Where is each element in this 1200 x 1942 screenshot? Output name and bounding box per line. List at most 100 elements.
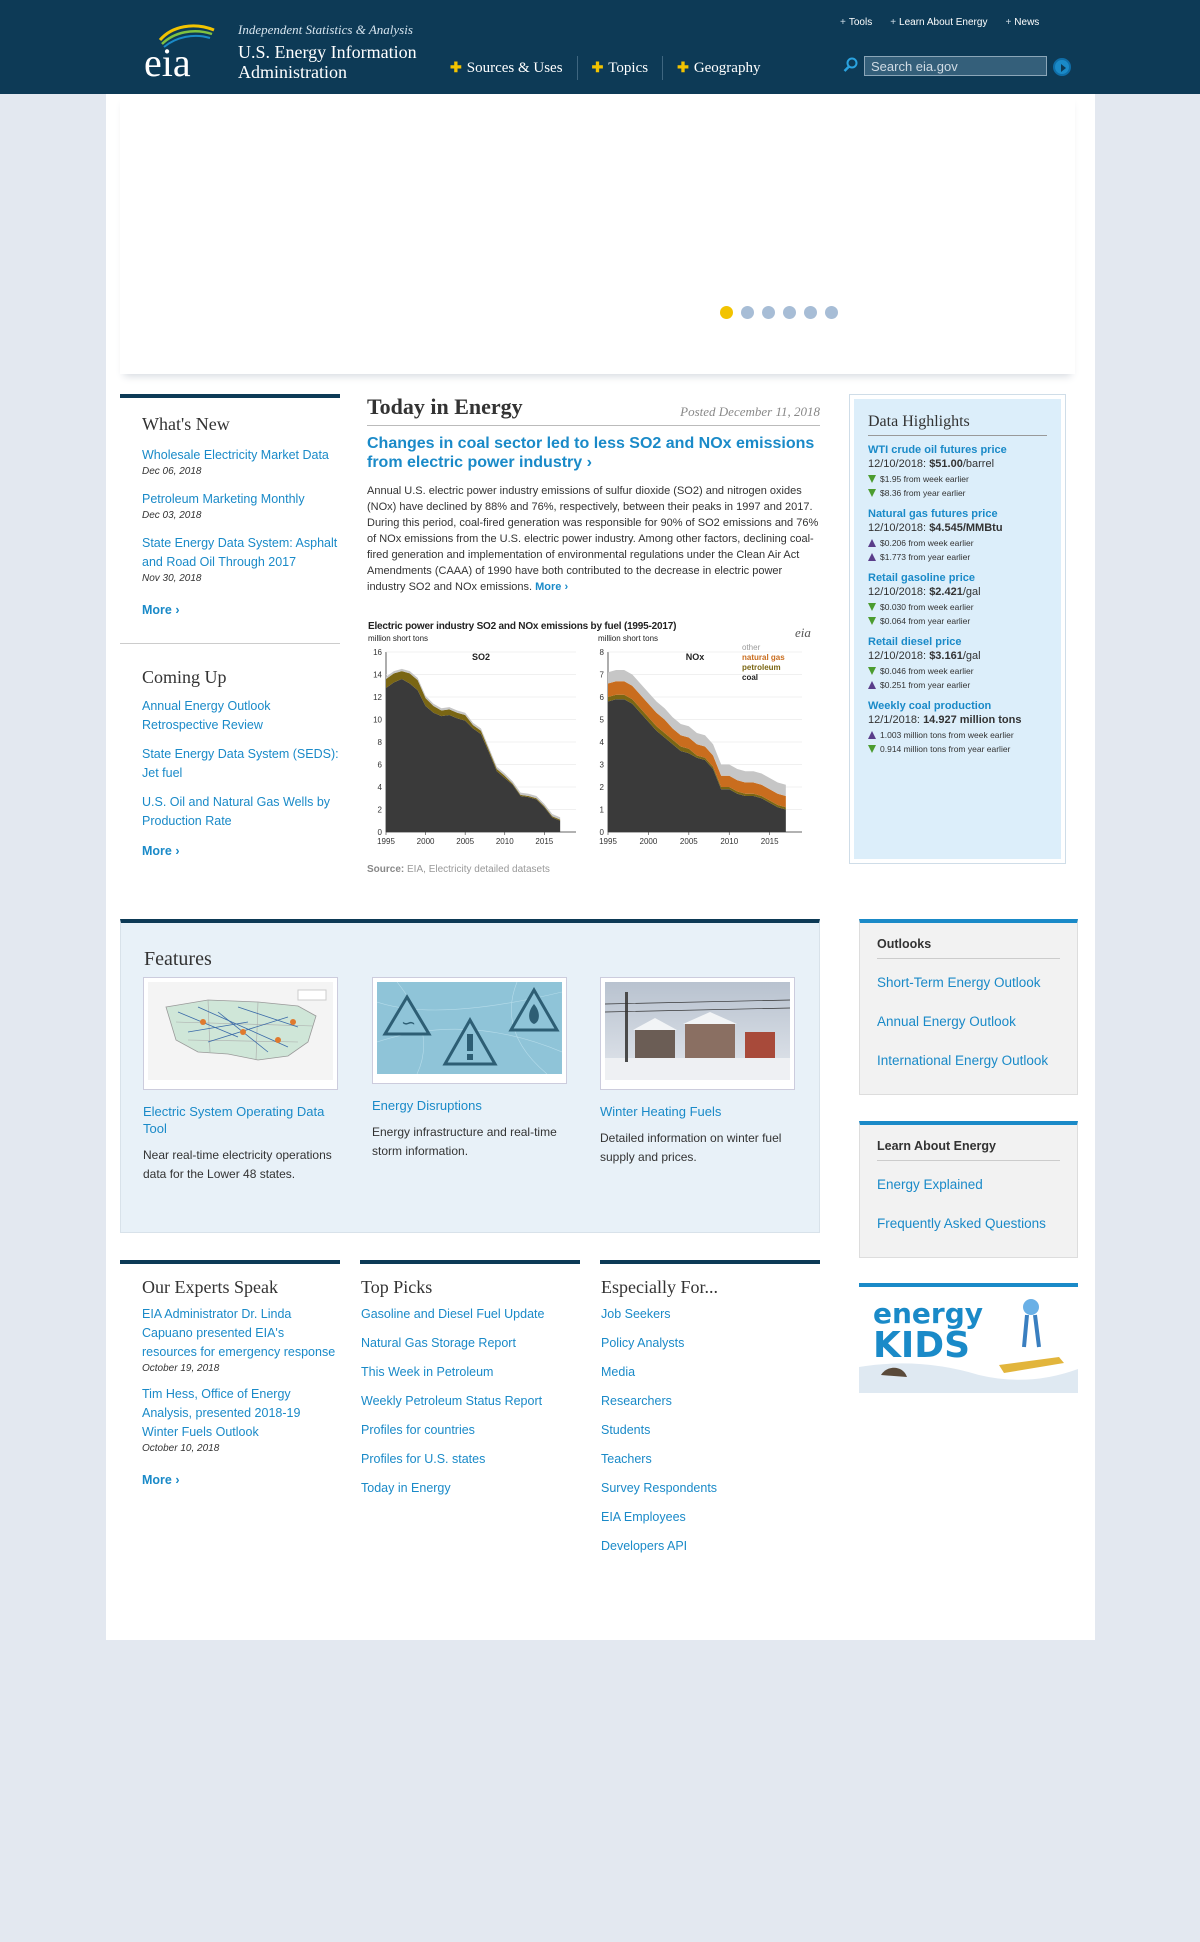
especially-for-panel: Especially For... Job Seekers Policy Anal… (600, 1260, 820, 1566)
carousel-dot[interactable] (720, 306, 733, 319)
nav-geography[interactable]: ✚ Geography (663, 56, 774, 80)
highlight-value: 12/1/2018: 14.927 million tons (868, 714, 1047, 726)
especially-for-link[interactable]: Researchers (601, 1394, 672, 1408)
feature-desc: Near real-time electricity operations da… (143, 1148, 332, 1181)
highlight-link[interactable]: WTI crude oil futures price (868, 444, 1007, 456)
y-tick-label: 12 (373, 693, 382, 702)
especially-for-link[interactable]: Developers API (601, 1539, 688, 1553)
y-tick-label: 5 (600, 716, 605, 725)
legend-entry: other (742, 643, 761, 652)
expert-link[interactable]: Tim Hess, Office of Energy Analysis, pre… (142, 1387, 301, 1439)
especially-for-link[interactable]: Media (601, 1365, 636, 1379)
feature-card: ∽ Energy Disruptions Energy infrastructu… (372, 977, 567, 1161)
top-pick-link[interactable]: Gasoline and Diesel Fuel Update (361, 1307, 545, 1321)
change-text: $0.206 from week earlier (880, 538, 974, 548)
data-highlights-inner: Data Highlights WTI crude oil futures pr… (854, 399, 1061, 859)
data-highlights-title: Data Highlights (868, 413, 1047, 436)
hero-carousel[interactable] (120, 94, 1075, 374)
tie-more-link[interactable]: More › (535, 581, 569, 593)
especially-for-link[interactable]: Survey Respondents (601, 1481, 718, 1495)
top-pick-link[interactable]: Profiles for U.S. states (361, 1452, 486, 1466)
coming-up-link[interactable]: Annual Energy Outlook Retrospective Revi… (142, 699, 271, 732)
plus-icon: + (1005, 17, 1012, 28)
experts-more-link[interactable]: More › (142, 1473, 180, 1487)
highlight-link[interactable]: Weekly coal production (868, 700, 992, 712)
top-pick-link[interactable]: Profiles for countries (361, 1423, 475, 1437)
whats-new-link[interactable]: Petroleum Marketing Monthly (142, 492, 305, 506)
highlight-change: $1.773 from year earlier (868, 552, 1047, 562)
source-text: EIA, Electricity detailed datasets (407, 864, 550, 875)
carousel-dot[interactable] (741, 306, 754, 319)
search-icon (843, 57, 858, 72)
top-picks-inner: Top Picks Gasoline and Diesel Fuel Updat… (360, 1264, 580, 1498)
arrow-down-icon (868, 617, 876, 625)
highlight-link[interactable]: Retail gasoline price (868, 572, 975, 584)
coming-up-link[interactable]: State Energy Data System (SEDS): Jet fue… (142, 747, 339, 780)
feature-link[interactable]: Electric System Operating Data Tool (143, 1104, 325, 1136)
tie-body-text: Annual U.S. electric power industry emis… (367, 485, 819, 593)
y-tick-label: 2 (378, 806, 383, 815)
top-link-news[interactable]: + News (1005, 17, 1039, 28)
tie-headline-link[interactable]: Changes in coal sector led to less SO2 a… (367, 435, 815, 471)
top-link-tools[interactable]: + Tools (840, 17, 872, 28)
search-submit-button[interactable] (1053, 58, 1071, 76)
feature-link[interactable]: Winter Heating Fuels (600, 1104, 722, 1119)
search-input[interactable] (864, 56, 1047, 76)
especially-for-link[interactable]: Job Seekers (601, 1307, 671, 1321)
top-link-learn[interactable]: + Learn About Energy (890, 17, 987, 28)
especially-for-link[interactable]: Students (601, 1423, 651, 1437)
eia-logo[interactable]: eia (142, 18, 222, 78)
experts-title: Our Experts Speak (142, 1277, 278, 1297)
feature-image[interactable]: ∽ (372, 977, 567, 1084)
feature-image[interactable] (143, 977, 338, 1090)
change-text: $8.36 from year earlier (880, 488, 966, 498)
feature-desc: Energy infrastructure and real-time stor… (372, 1125, 557, 1158)
coming-up-more-link[interactable]: More › (142, 844, 180, 858)
feature-link[interactable]: Energy Disruptions (372, 1098, 482, 1113)
whats-new-more-link[interactable]: More › (142, 603, 180, 617)
nav-label: Sources & Uses (466, 59, 563, 76)
especially-for-link[interactable]: Policy Analysts (601, 1336, 685, 1350)
arrow-up-icon (868, 539, 876, 547)
top-pick-link[interactable]: Today in Energy (361, 1481, 451, 1495)
learn-link[interactable]: Frequently Asked Questions (877, 1216, 1046, 1231)
feature-image[interactable] (600, 977, 795, 1090)
top-pick-link[interactable]: Natural Gas Storage Report (361, 1336, 516, 1350)
carousel-dot[interactable] (762, 306, 775, 319)
especially-for-link[interactable]: Teachers (601, 1452, 652, 1466)
feature-desc: Detailed information on winter fuel supp… (600, 1131, 782, 1164)
nav-sources-uses[interactable]: ✚ Sources & Uses (446, 56, 578, 80)
org-name[interactable]: U.S. Energy Information Administration (238, 42, 417, 82)
learn-about-energy-box: Learn About Energy Energy Explained Freq… (859, 1121, 1078, 1258)
svg-text:energy: energy (873, 1297, 983, 1330)
carousel-dot[interactable] (783, 306, 796, 319)
whats-new-link[interactable]: State Energy Data System: Asphalt and Ro… (142, 536, 338, 569)
whats-new-link[interactable]: Wholesale Electricity Market Data (142, 448, 329, 462)
top-pick-link[interactable]: Weekly Petroleum Status Report (361, 1394, 543, 1408)
outlook-link[interactable]: International Energy Outlook (877, 1053, 1049, 1068)
top-pick-link[interactable]: This Week in Petroleum (361, 1365, 494, 1379)
especially-for-link[interactable]: EIA Employees (601, 1510, 686, 1524)
highlight-item: Retail gasoline price 12/10/2018: $2.421/… (868, 572, 1047, 626)
learn-link[interactable]: Energy Explained (877, 1177, 983, 1192)
carousel-dot[interactable] (825, 306, 838, 319)
highlight-number: $4.545/MMBtu (929, 522, 1003, 534)
x-tick-label: 2015 (535, 837, 553, 846)
highlight-change: 0.914 million tons from year earlier (868, 744, 1047, 754)
y-tick-label: 7 (600, 671, 605, 680)
coming-up-link[interactable]: U.S. Oil and Natural Gas Wells by Produc… (142, 795, 331, 828)
feature-card: Winter Heating Fuels Detailed informatio… (600, 977, 795, 1167)
highlight-link[interactable]: Natural gas futures price (868, 508, 998, 520)
highlight-link[interactable]: Retail diesel price (868, 636, 962, 648)
change-text: $1.773 from year earlier (880, 552, 971, 562)
area-series-natural-gas (608, 681, 786, 808)
highlight-change: $8.36 from year earlier (868, 488, 1047, 498)
nav-topics[interactable]: ✚ Topics (578, 56, 664, 80)
chart-source: Source: EIA, Electricity detailed datase… (367, 864, 550, 875)
highlight-value: 12/10/2018: $51.00/barrel (868, 458, 1047, 470)
outlook-link[interactable]: Annual Energy Outlook (877, 1014, 1016, 1029)
energy-kids-banner[interactable]: energy KIDS (859, 1283, 1078, 1393)
carousel-dot[interactable] (804, 306, 817, 319)
expert-link[interactable]: EIA Administrator Dr. Linda Capuano pres… (142, 1307, 336, 1359)
outlook-link[interactable]: Short-Term Energy Outlook (877, 975, 1041, 990)
